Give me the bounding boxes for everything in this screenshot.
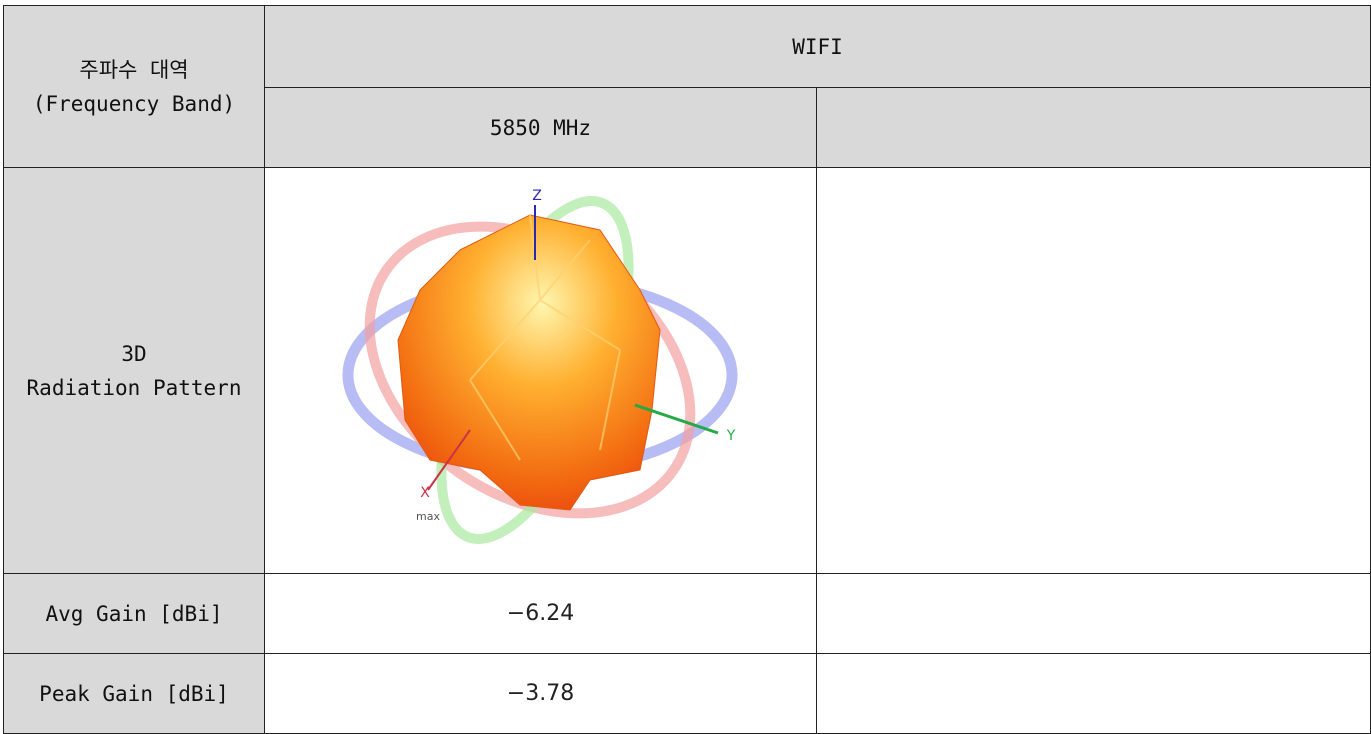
row-label-cell: Peak Gain [dBi] <box>3 653 265 734</box>
row-label-cell: 3D Radiation Pattern <box>3 167 265 574</box>
empty-cell <box>816 653 1371 734</box>
empty-cell <box>816 167 1371 574</box>
axis-label: Y <box>726 428 736 444</box>
y-axis <box>634 403 719 435</box>
row-label: Avg Gain [dBi] <box>45 601 223 626</box>
axis-label: X <box>420 485 430 501</box>
avg-gain: −6.24 <box>506 600 575 626</box>
frequency-cell: 5850 MHz <box>264 87 817 168</box>
group-cell: WIFI <box>264 5 1371 88</box>
facets <box>469 214 621 461</box>
row-label: Peak Gain [dBi] <box>39 681 229 706</box>
group: WIFI <box>792 34 843 59</box>
value-cell: −6.24 <box>264 573 817 654</box>
radiation-pattern: Z Y X max <box>342 188 738 544</box>
empty-cell <box>816 87 1371 168</box>
empty-cell <box>816 573 1371 654</box>
pattern-surface <box>397 214 661 511</box>
value-cell: −3.78 <box>264 653 817 734</box>
axis-label: Z <box>532 188 542 204</box>
row-label: Radiation Pattern <box>26 375 242 400</box>
band-label: (Frequency Band) <box>32 91 236 116</box>
row-label: 3D <box>121 341 147 366</box>
frequency: 5850 MHz <box>489 115 592 140</box>
peak-gain: −3.78 <box>506 680 575 706</box>
row-label-cell: Avg Gain [dBi] <box>3 573 265 654</box>
x-axis <box>427 429 471 491</box>
band-label-cell: 주파수 대역 (Frequency Band) <box>3 5 265 168</box>
axis-label: max <box>416 510 440 523</box>
band-label: 주파수 대역 <box>79 57 189 82</box>
pattern-cell: Z Y X max <box>264 167 817 574</box>
